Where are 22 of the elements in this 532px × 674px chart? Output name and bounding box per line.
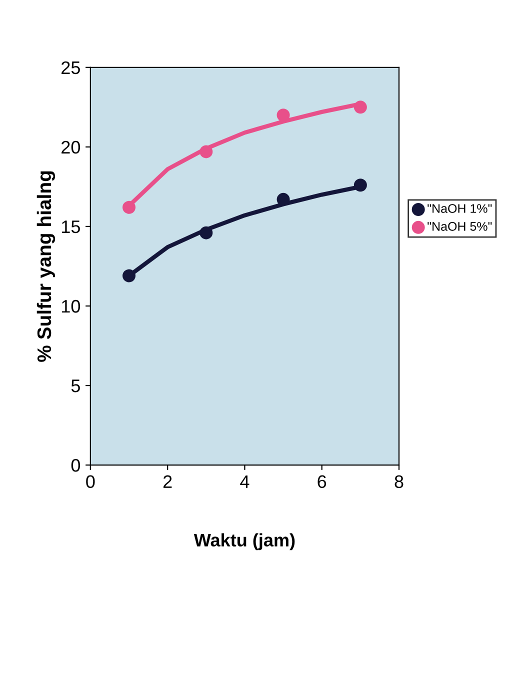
x-tick-label: 0: [86, 475, 95, 488]
point: [354, 178, 367, 192]
point: [122, 200, 136, 214]
point: [354, 100, 367, 114]
point: [200, 145, 213, 158]
y-tick-label: 20: [62, 140, 80, 154]
y-tick-label: 5: [71, 380, 80, 392]
x-axis-title: Waktu (jam): [194, 533, 295, 550]
y-tick-label: 25: [62, 61, 80, 74]
point: [200, 226, 213, 240]
legend-label: "NaOH 1%": [428, 204, 492, 213]
x-tick-label: 4: [240, 475, 250, 488]
point: [122, 269, 136, 282]
x-tick-label: 8: [394, 475, 404, 488]
y-tick-label: 0: [71, 458, 80, 472]
x-tick-label: 2: [163, 475, 172, 488]
point: [276, 108, 290, 122]
x-tick-label: 6: [318, 475, 326, 488]
y-tick-label: 15: [62, 220, 80, 234]
legend-label: "NaOH 5%": [428, 222, 492, 231]
y-axis-title: % Sulfur yang hialng: [36, 171, 56, 362]
y-tick-label: 10: [62, 300, 80, 313]
